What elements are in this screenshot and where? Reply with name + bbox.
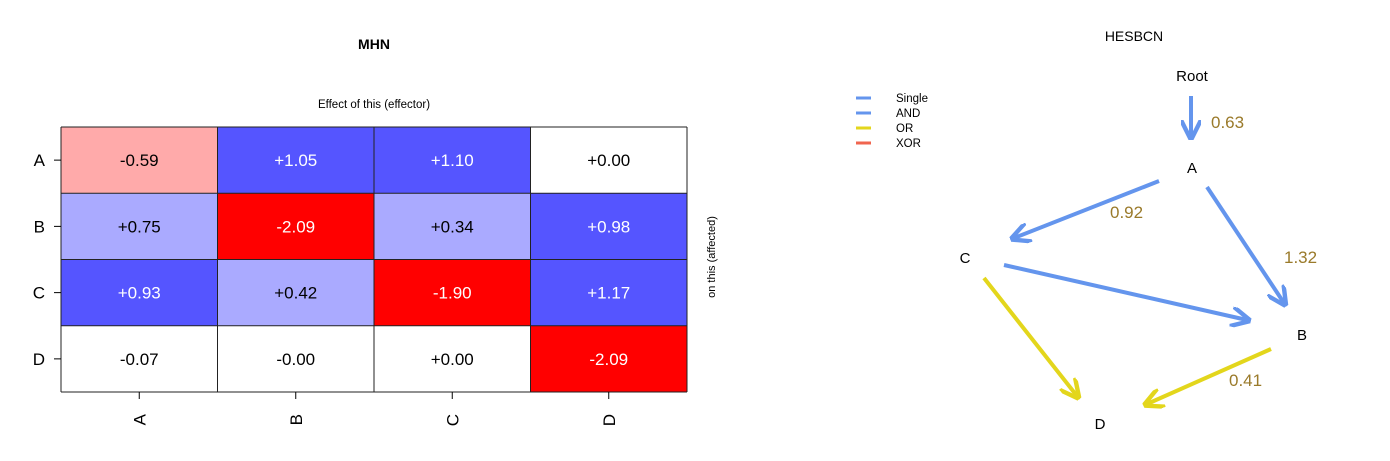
heatmap-cell-label: +0.42 <box>274 284 317 303</box>
heatmap-cell-labels: -0.59 +1.05 +1.10 +0.00 +0.75 -2.09 +0.34 +0.98… <box>118 151 631 369</box>
heatmap-cell-label: +0.00 <box>431 350 474 369</box>
heatmap-cell-b-d <box>530 193 687 260</box>
hesbcn-legend: Single AND OR XOR <box>856 93 928 150</box>
hesbcn-title: HESBCN <box>1105 28 1163 44</box>
heatmap-cell-a-d <box>530 127 687 194</box>
column-tick-label: B <box>287 414 306 425</box>
heatmap-cell-label: -2.09 <box>276 217 315 236</box>
edge-b-to-d <box>1147 347 1272 404</box>
row-tick-label: B <box>34 217 45 236</box>
hesbcn-panel: HESBCN Single AND OR XOR 0.63 0.92 1.32 … <box>856 28 1317 433</box>
row-tick-label: A <box>34 151 46 170</box>
row-tick-label: C <box>33 284 45 303</box>
heatmap-cell-c-a <box>61 259 218 326</box>
heatmap-cell-a-b <box>217 127 374 194</box>
heatmap-cell-b-a <box>61 193 218 260</box>
heatmap-cell-d-a <box>61 325 218 392</box>
heatmap-cell-label: +0.34 <box>431 217 474 236</box>
heatmap-cell-c-b <box>217 259 374 326</box>
node-a: A <box>1187 160 1197 177</box>
row-tick-label: D <box>33 350 45 369</box>
heatmap-cell-label: +0.75 <box>118 217 161 236</box>
heatmap-cell-a-c <box>374 127 531 194</box>
legend-label-xor: XOR <box>896 138 921 150</box>
mhn-y-axis-title: on this (affected) <box>706 216 718 298</box>
heatmap-grid <box>60 126 688 393</box>
heatmap-cell-c-d <box>530 259 687 326</box>
legend-label-single: Single <box>896 93 928 105</box>
legend-label-or: OR <box>896 123 913 135</box>
edge-c-to-b <box>1003 263 1247 320</box>
heatmap-cell-d-c <box>374 325 531 392</box>
heatmap-row-ticks: A B C D <box>33 151 61 369</box>
column-tick-label: A <box>130 413 149 425</box>
heatmap-cell-b-b <box>217 193 374 260</box>
heatmap-cell-label: -0.00 <box>276 350 315 369</box>
edge-weight-b-d: 0.41 <box>1229 371 1262 390</box>
mhn-panel: MHN Effect of this (effector) on this (a… <box>33 36 718 426</box>
heatmap-cell-label: +1.10 <box>431 151 474 170</box>
node-d: D <box>1095 416 1106 433</box>
legend-label-and: AND <box>896 108 920 120</box>
heatmap-cell-d-d <box>530 325 687 392</box>
heatmap-cell-label: +0.00 <box>587 151 630 170</box>
edge-weight-a-b: 1.32 <box>1284 248 1317 267</box>
edge-a-to-c <box>1014 179 1160 238</box>
heatmap-cell-d-b <box>217 325 374 392</box>
mhn-x-axis-title: Effect of this (effector) <box>318 99 430 111</box>
heatmap-cell-label: +0.98 <box>587 217 630 236</box>
heatmap-column-ticks: A B C D <box>130 392 619 426</box>
heatmap-cell-a-a <box>61 127 218 194</box>
heatmap-cell-c-c <box>374 259 531 326</box>
heatmap-cell-b-c <box>374 193 531 260</box>
heatmap-cell-label: -2.09 <box>589 350 628 369</box>
node-c: C <box>960 250 971 267</box>
edge-a-to-b <box>1205 185 1284 303</box>
edge-c-to-d <box>982 276 1077 396</box>
column-tick-label: C <box>443 414 462 426</box>
edge-weight-root-a: 0.63 <box>1211 113 1244 132</box>
heatmap-cell-label: +1.17 <box>587 284 630 303</box>
heatmap-cell-label: +0.93 <box>118 284 161 303</box>
heatmap-cell-label: +1.05 <box>274 151 317 170</box>
mhn-title: MHN <box>358 36 390 52</box>
heatmap-cell-label: -0.07 <box>120 350 159 369</box>
heatmap-cell-label: -0.59 <box>120 151 159 170</box>
node-root: Root <box>1176 68 1209 85</box>
column-tick-label: D <box>600 414 619 426</box>
edge-weight-a-c: 0.92 <box>1110 203 1143 222</box>
heatmap-cells <box>61 127 687 392</box>
node-b: B <box>1297 327 1307 344</box>
heatmap-cell-label: -1.90 <box>433 284 472 303</box>
